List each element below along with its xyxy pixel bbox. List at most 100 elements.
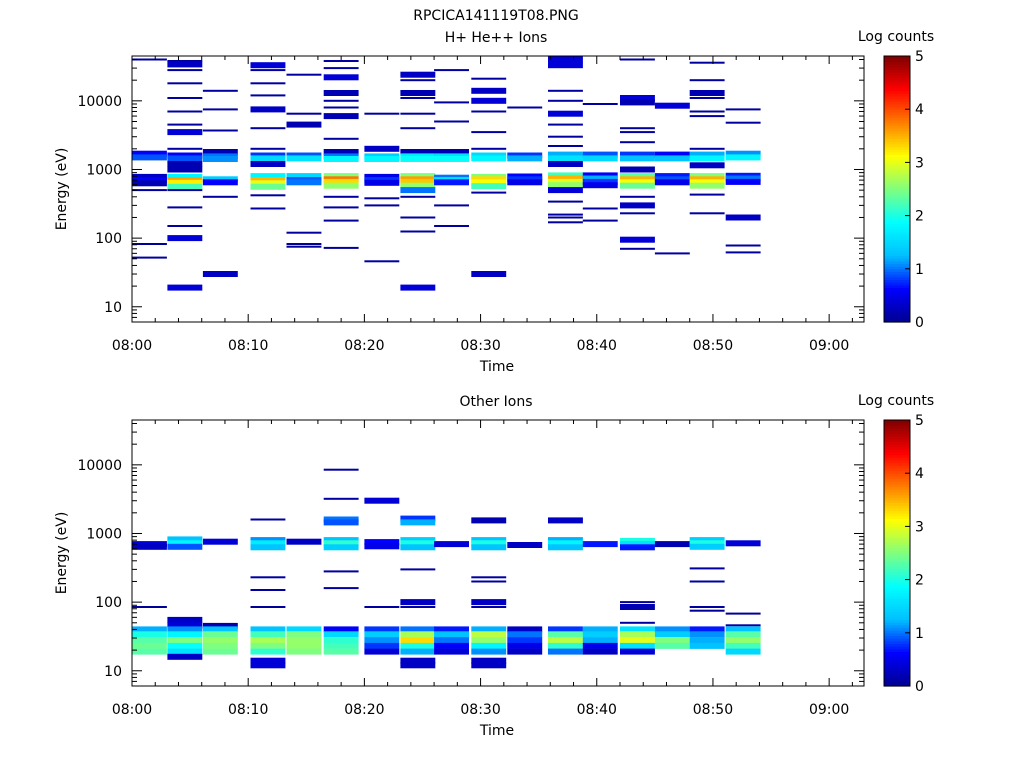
heatmap-cell bbox=[400, 642, 436, 649]
heatmap-cell bbox=[620, 202, 655, 209]
colorbar-tick-label: 0 bbox=[915, 679, 924, 695]
colorbar-swatch bbox=[884, 151, 910, 156]
heatmap-cell bbox=[286, 179, 322, 186]
colorbar-swatch bbox=[884, 263, 910, 267]
colorbar-swatch bbox=[884, 284, 910, 289]
colorbar-swatch bbox=[884, 196, 910, 201]
heatmap-cell bbox=[323, 540, 359, 547]
heatmap-cell bbox=[202, 149, 238, 155]
heatmap-cell bbox=[434, 642, 469, 649]
colorbar-swatch bbox=[884, 117, 910, 121]
heatmap-cell bbox=[364, 145, 400, 152]
heatmap-cell bbox=[548, 56, 583, 63]
colorbar-swatch bbox=[884, 598, 910, 602]
heatmap-cell bbox=[400, 637, 436, 644]
heatmap-cell bbox=[202, 89, 238, 92]
colorbar-swatch bbox=[884, 638, 910, 642]
colorbar-swatch bbox=[884, 228, 910, 233]
heatmap-cell bbox=[286, 642, 322, 649]
heatmap-cell bbox=[434, 179, 469, 186]
heatmap-cell bbox=[286, 243, 322, 245]
colorbar-tick-label: 1 bbox=[915, 626, 924, 642]
y-axis: 10 100 1000 10000 bbox=[77, 59, 864, 323]
colorbar-swatch bbox=[884, 675, 910, 679]
colorbar-swatch bbox=[884, 502, 910, 506]
heatmap-cell bbox=[689, 609, 725, 612]
heatmap-cell bbox=[548, 537, 583, 544]
heatmap-cell bbox=[507, 106, 543, 109]
colorbar-swatch bbox=[884, 141, 910, 145]
x-tick-label: 08:40 bbox=[577, 702, 617, 718]
heatmap-cell bbox=[167, 206, 203, 209]
heatmap-cell bbox=[689, 115, 725, 118]
heatmap-cell bbox=[323, 173, 359, 180]
colorbar-swatch bbox=[884, 542, 910, 546]
heatmap-cell bbox=[364, 112, 400, 115]
x-tick-label: 08:20 bbox=[344, 702, 384, 718]
colorbar-swatch bbox=[884, 568, 910, 573]
heatmap-cell bbox=[167, 637, 203, 644]
heatmap-cell bbox=[400, 230, 436, 233]
heatmap-cell bbox=[548, 99, 583, 102]
heatmap-cell bbox=[132, 177, 167, 184]
heatmap-cell bbox=[167, 648, 203, 655]
heatmap-cell bbox=[689, 580, 725, 583]
heatmap-cell bbox=[507, 642, 543, 649]
heatmap-cell bbox=[689, 173, 725, 180]
colorbar-swatch bbox=[884, 603, 910, 607]
heatmap-cell bbox=[620, 642, 655, 649]
colorbar-swatch bbox=[884, 648, 910, 653]
heatmap-cell bbox=[725, 648, 761, 655]
panel-title: Other Ions bbox=[459, 394, 532, 410]
heatmap-cell bbox=[167, 642, 203, 649]
colorbar-swatch bbox=[884, 295, 910, 299]
heatmap-cell bbox=[654, 252, 690, 255]
colorbar-swatch bbox=[884, 119, 910, 124]
heatmap-cell bbox=[471, 648, 507, 655]
heatmap-cell bbox=[286, 245, 322, 248]
heatmap-cell bbox=[167, 536, 203, 543]
heatmap-cell bbox=[582, 541, 618, 548]
colorbar-swatch bbox=[884, 457, 910, 461]
x-tick-label: 08:50 bbox=[693, 702, 733, 718]
x-tick-label: 08:10 bbox=[228, 702, 268, 718]
x-axis-label: Time bbox=[479, 359, 514, 375]
heatmap-cell bbox=[250, 127, 286, 130]
heatmap-cell bbox=[250, 540, 286, 547]
colorbar-swatch bbox=[884, 420, 910, 424]
colorbar-swatch bbox=[884, 427, 910, 432]
colorbar-swatch bbox=[884, 505, 910, 509]
colorbar-swatch bbox=[884, 252, 910, 257]
heatmap-cell bbox=[548, 221, 583, 224]
heatmap-cell bbox=[548, 544, 583, 551]
colorbar-swatch bbox=[884, 646, 910, 650]
heatmap-cell bbox=[323, 468, 359, 471]
heatmap-cell bbox=[725, 251, 761, 254]
heatmap-cell bbox=[471, 131, 507, 134]
heatmap-cell bbox=[582, 631, 618, 638]
heatmap-cell bbox=[507, 542, 543, 548]
colorbar-swatch bbox=[884, 579, 910, 583]
heatmap-cell bbox=[689, 79, 725, 82]
colorbar-swatch bbox=[884, 114, 910, 118]
colorbar-swatch bbox=[884, 130, 910, 134]
heatmap-cell bbox=[548, 175, 583, 182]
colorbar-swatch bbox=[884, 183, 910, 187]
heatmap-cell bbox=[364, 539, 400, 546]
heatmap-cell bbox=[689, 637, 725, 644]
heatmap-cell bbox=[548, 540, 583, 547]
heatmap-cell bbox=[471, 540, 507, 547]
colorbar-swatch bbox=[884, 234, 910, 238]
heatmap-cell bbox=[167, 123, 203, 126]
heatmap-cell bbox=[364, 156, 400, 162]
heatmap-cell bbox=[400, 178, 436, 185]
heatmap-cell bbox=[323, 149, 359, 155]
heatmap-cell bbox=[323, 60, 359, 62]
heatmap-cell bbox=[689, 61, 725, 64]
colorbar-swatch bbox=[884, 481, 910, 485]
colorbar-swatch bbox=[884, 242, 910, 246]
heatmap-cell bbox=[725, 624, 761, 627]
colorbar-swatch bbox=[884, 462, 910, 466]
colorbar-swatch bbox=[884, 77, 910, 81]
heatmap-cell bbox=[132, 173, 167, 180]
